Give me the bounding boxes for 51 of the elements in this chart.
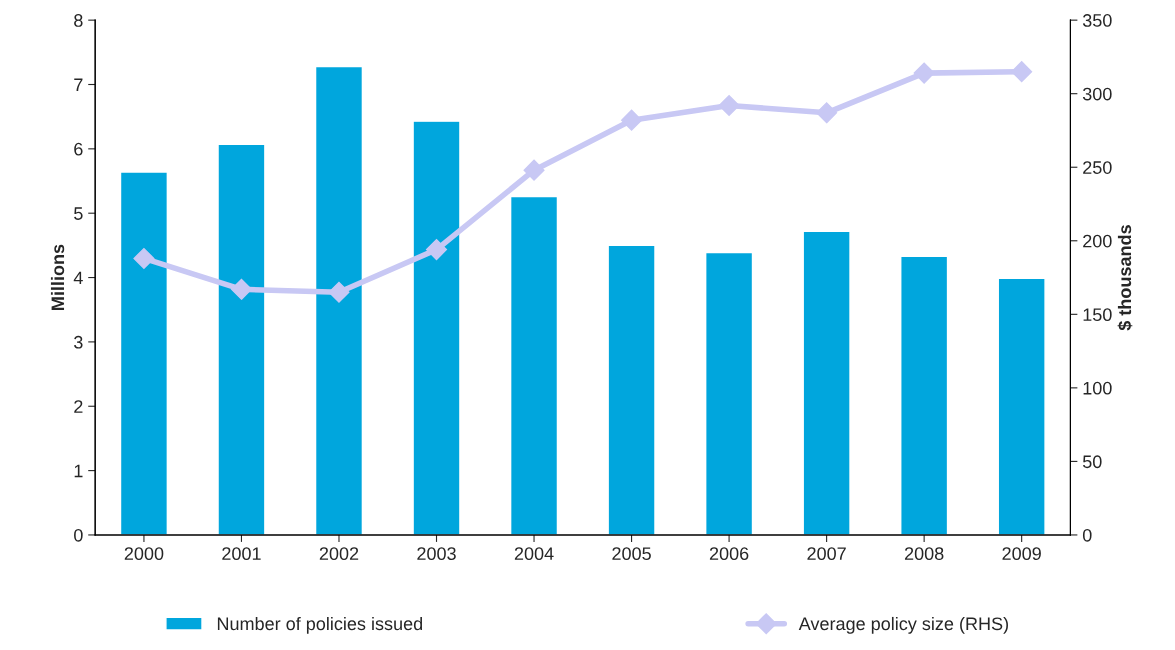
point [133, 247, 155, 269]
y2-tick-label: 250 [1083, 161, 1112, 174]
legend-label: Number of policies issued [217, 616, 423, 634]
y2-tick-label: 100 [1083, 381, 1112, 395]
y-tick-label: 7 [74, 78, 83, 92]
y2-tick-label: 0 [1082, 528, 1092, 542]
bar [802, 230, 851, 535]
y2-tick-label: 150 [1083, 308, 1112, 322]
bar [900, 255, 949, 535]
y2-tick-label: 200 [1083, 234, 1112, 248]
y-tick-label: 3 [74, 335, 83, 349]
x-tick-label: 2004 [514, 547, 554, 561]
point [230, 278, 252, 300]
point [425, 239, 448, 261]
point [328, 281, 350, 303]
bar [412, 120, 461, 535]
y2-tick-label: 350 [1082, 14, 1112, 27]
point [816, 102, 838, 124]
point [1011, 61, 1033, 83]
y-tick-label: 2 [74, 400, 83, 413]
y-tick-label: 5 [74, 207, 83, 220]
bar [217, 143, 266, 535]
legend-label: Average policy size (RHS) [798, 616, 1008, 634]
y2-tick-label: 300 [1082, 87, 1112, 101]
y2-tick-label: 50 [1082, 455, 1102, 469]
x-tick-label: 2008 [904, 547, 944, 561]
x-tick-label: 2006 [709, 547, 749, 561]
x-tick-label: 2001 [222, 547, 261, 561]
point [621, 109, 643, 131]
bar [119, 171, 169, 535]
bar [607, 244, 656, 535]
bar [509, 195, 559, 535]
y-tick-label: 0 [74, 528, 83, 542]
x-tick-label: 2007 [807, 547, 846, 561]
y2-axis-title: $ thousands [1117, 225, 1133, 331]
y-axis-title: Millions [50, 244, 65, 310]
x-tick-label: 2009 [1002, 547, 1041, 561]
point [913, 62, 935, 84]
x-tick-label: 2005 [612, 547, 651, 561]
y-tick-label: 8 [74, 14, 83, 27]
bar [704, 251, 754, 535]
x-tick-label: 2003 [417, 547, 456, 561]
y-tick-label: 4 [73, 271, 83, 285]
bar [314, 65, 364, 535]
x-tick-label: 2000 [124, 547, 164, 561]
y-tick-label: 6 [74, 142, 83, 156]
point [523, 159, 545, 181]
point [718, 94, 740, 116]
x-tick-label: 2002 [319, 547, 359, 561]
bar [997, 277, 1046, 535]
y-tick-label: 1 [74, 464, 83, 478]
